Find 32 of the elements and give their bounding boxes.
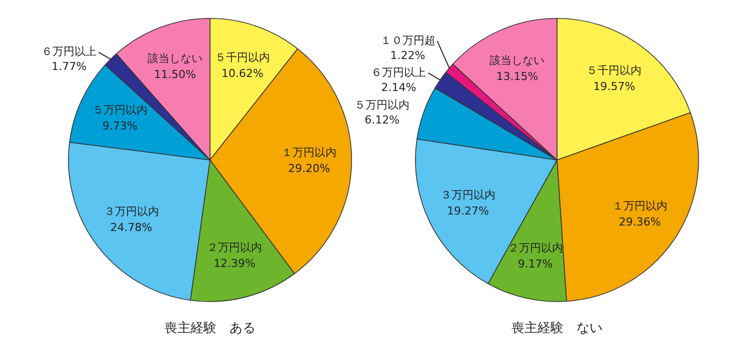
data-label: 12.39%: [214, 256, 256, 270]
data-label: 9.17%: [518, 258, 553, 271]
data-label: 1.77%: [52, 60, 87, 74]
slice-label: １万円以内: [282, 146, 337, 160]
slice-label: ５千円以内: [214, 51, 270, 64]
slice-label: 該当しない: [147, 52, 202, 66]
data-label: 11.50%: [154, 68, 196, 82]
slice-label: ６万円以上: [42, 45, 97, 58]
slice-label: ５千円以内: [586, 64, 642, 77]
data-label: 6.12%: [364, 113, 400, 126]
data-label: 9.73%: [102, 119, 138, 132]
data-label: 19.27%: [447, 204, 490, 218]
data-label: 29.20%: [288, 162, 330, 176]
slice-label: ２万円以内: [207, 240, 262, 254]
slice-label: 該当しない: [490, 54, 545, 68]
data-label: 2.14%: [381, 80, 416, 94]
slice-label: １万円以内: [612, 199, 668, 212]
slice-label: ５万円以内: [354, 98, 410, 112]
data-label: 24.78%: [110, 221, 152, 234]
text: 喪主経験 ある: [164, 320, 256, 337]
data-label: 19.57%: [593, 80, 636, 93]
text: 喪主経験 ない: [510, 320, 604, 337]
slice-label: ３万円以内: [104, 205, 159, 218]
slice-label: ６万円以上: [371, 66, 426, 79]
data-label: 29.36%: [618, 215, 661, 228]
data-label: 13.15%: [496, 70, 538, 84]
data-label: 1.22%: [390, 48, 426, 62]
slice-label: １０万円超: [380, 34, 436, 47]
slice-label: ２万円以内: [508, 242, 563, 255]
data-label: 10.62%: [221, 67, 264, 80]
slice-label: ３万円以内: [440, 188, 496, 202]
slice-label: ５万円以内: [92, 103, 148, 116]
